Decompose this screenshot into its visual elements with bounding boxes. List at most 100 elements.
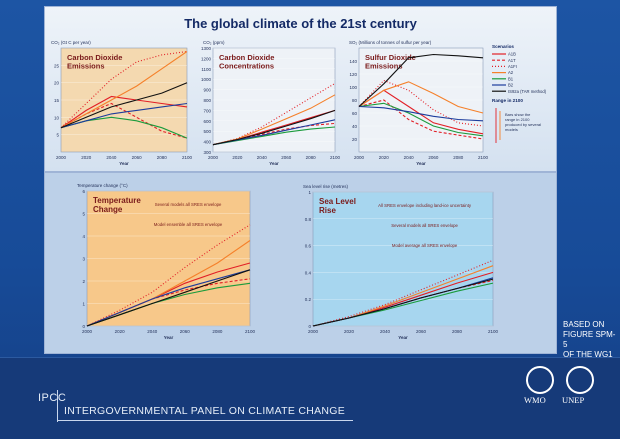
chart-title: Emissions — [365, 62, 403, 71]
x-axis-label: Year — [416, 161, 426, 166]
series-line-a2 — [60, 51, 188, 129]
y-tick-label: 20 — [352, 137, 358, 142]
footer-divider-horizontal — [57, 420, 353, 421]
x-tick-label: 2100 — [245, 329, 256, 334]
legend-entry-label: A2 — [508, 70, 514, 75]
y-tick-label: 500 — [203, 129, 211, 134]
chart-title: Rise — [319, 206, 336, 215]
chart-annotation: All SRES envelope including land-ice unc… — [378, 203, 472, 208]
y-tick-label: 140 — [349, 59, 357, 64]
y-tick-label: 20 — [54, 81, 60, 86]
range-note-line: models — [505, 127, 518, 132]
y-tick-label: 80 — [352, 98, 358, 103]
chart-1: 300 400 500 600 700 800 900 1000 1100 1200 1300 200… — [201, 40, 341, 166]
y-tick-label: 800 — [203, 98, 211, 103]
y-tick-label: 60 — [352, 111, 358, 116]
x-tick-label: 2100 — [182, 155, 193, 160]
range-title: Range in 2100 — [492, 98, 523, 103]
footer-divider-vertical — [57, 390, 58, 422]
x-axis-label: Year — [119, 161, 129, 166]
y-tick-label: 1 — [308, 190, 311, 195]
y-tick-label: 700 — [203, 108, 211, 113]
series-line-a1fi — [358, 79, 484, 127]
x-tick-label: 2020 — [379, 155, 390, 160]
x-tick-label: 2080 — [157, 155, 168, 160]
y-tick-label: 3 — [82, 257, 85, 262]
x-tick-label: 2040 — [404, 155, 415, 160]
legend-entry-label: B2 — [508, 83, 514, 88]
unep-logo-label: UNEP — [562, 395, 585, 405]
chart-annotation: Model average all SRES envelope — [392, 243, 458, 248]
chart-title: Emissions — [67, 62, 105, 71]
legend-entry-label: A1T — [508, 58, 516, 63]
y-tick-label: 0.8 — [305, 217, 312, 222]
series-line-b2 — [358, 105, 484, 122]
ipcc-short-label: IPCC — [38, 392, 67, 404]
x-tick-label: 2100 — [488, 329, 499, 334]
series-line-a1t — [60, 102, 188, 139]
series-line-is92a — [358, 53, 484, 107]
x-tick-label: 2080 — [306, 155, 317, 160]
x-tick-label: 2000 — [308, 329, 319, 334]
y-tick-label: 0 — [308, 324, 311, 329]
source-note-line-2: FIGURE SPM-5 — [563, 330, 616, 349]
series-line-is92a — [212, 109, 336, 146]
y-tick-label: 6 — [82, 189, 85, 194]
series-line-a1fi — [86, 224, 251, 327]
x-tick-label: 2000 — [208, 155, 219, 160]
series-line-a1fi — [212, 82, 336, 146]
x-tick-label: 2080 — [212, 329, 223, 334]
chart-annotation: Several models all SRES envelope — [155, 202, 222, 207]
y-tick-label: 5 — [82, 212, 85, 217]
x-tick-label: 2020 — [232, 155, 243, 160]
main-title: The global climate of the 21st century — [184, 16, 417, 31]
y-tick-label: 1000 — [201, 77, 212, 82]
x-tick-label: 2040 — [257, 155, 268, 160]
chart-0: 5 10 15 20 25 2000 2020 2040 2060 2080 2100 Year CO₂… — [51, 40, 193, 166]
y-tick-label: 0.6 — [305, 244, 312, 249]
range-note-line: Bars show the — [505, 112, 531, 117]
x-tick-label: 2100 — [478, 155, 489, 160]
x-axis-label: Year — [398, 335, 408, 340]
x-tick-label: 2020 — [81, 155, 92, 160]
series-line-is92a — [60, 82, 188, 129]
x-tick-label: 2040 — [147, 329, 158, 334]
series-line-is92a — [312, 278, 494, 327]
x-tick-label: 2080 — [452, 329, 463, 334]
x-tick-label: 2000 — [82, 329, 93, 334]
x-tick-label: 2060 — [180, 329, 191, 334]
x-axis-label: Year — [269, 161, 279, 166]
footer-bar — [0, 357, 620, 439]
chart-title: Sea Level — [319, 197, 356, 206]
x-tick-label: 2020 — [115, 329, 126, 334]
series-line-a1b — [60, 95, 188, 129]
range-note-line: produced by several — [505, 122, 541, 127]
y-axis-label: CO₂ (ppm) — [203, 40, 225, 45]
y-axis-label: Temperature change (°C) — [77, 183, 128, 188]
y-tick-label: 120 — [349, 72, 357, 77]
y-tick-label: 0 — [82, 324, 85, 329]
y-axis-label: CO₂ (Gt C per year) — [51, 40, 91, 45]
x-tick-label: 2040 — [106, 155, 117, 160]
series-line-a1t — [358, 99, 484, 140]
series-line-a1t — [86, 278, 251, 327]
chart-title: Temperature — [93, 196, 141, 205]
series-line-a1fi — [312, 259, 494, 327]
y-tick-label: 15 — [54, 98, 60, 103]
wmo-logo-label: WMO — [524, 395, 546, 405]
x-axis-label: Year — [164, 335, 174, 340]
y-tick-label: 2 — [82, 279, 85, 284]
x-tick-label: 2100 — [330, 155, 341, 160]
y-tick-label: 1300 — [201, 46, 212, 51]
y-tick-label: 1100 — [201, 67, 211, 72]
y-tick-label: 4 — [82, 234, 85, 239]
x-tick-label: 2060 — [416, 329, 427, 334]
ipcc-full-name: INTERGOVERNMENTAL PANEL ON CLIMATE CHANG… — [64, 405, 346, 417]
legend-title: Scenarios — [492, 44, 514, 49]
chart-3: 0 1 2 3 4 5 6 2000 2020 2040 2060 2080 2100 Year Tempe… — [77, 183, 256, 340]
series-line-b1 — [358, 102, 484, 137]
